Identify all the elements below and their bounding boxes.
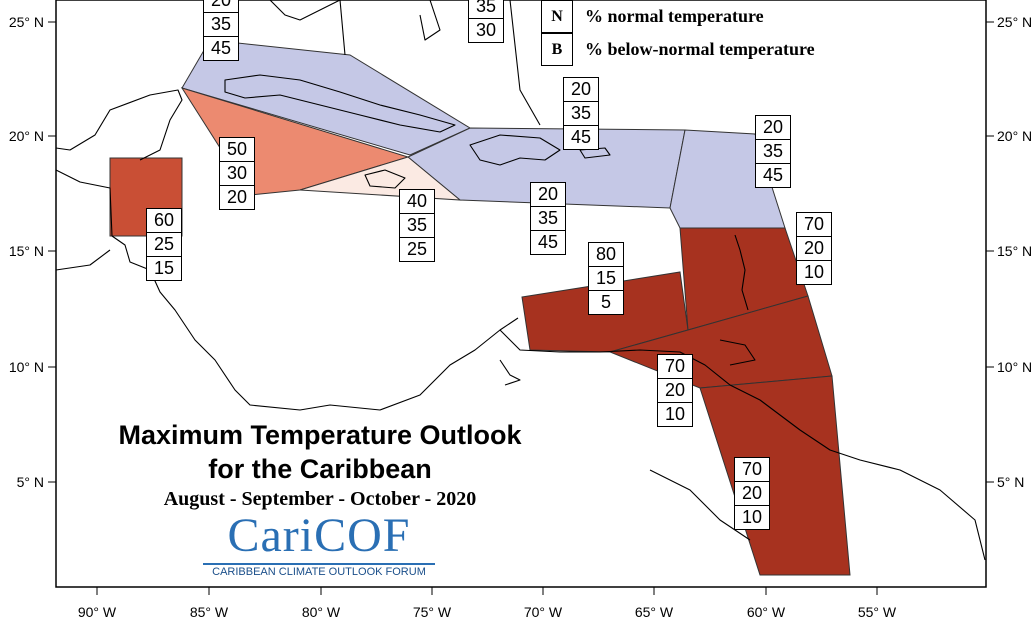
region-guianas (699, 375, 851, 576)
lat-label-left: 10° N (9, 359, 44, 375)
lat-label-left: 5° N (17, 474, 44, 490)
prob-below: 25 (406, 239, 428, 259)
map-title-line-2: for the Caribbean (208, 454, 432, 484)
prob-box-leeward-north: 20 35 45 (755, 115, 791, 188)
prob-box-abc-islands: 80 15 5 (588, 242, 624, 315)
prob-box-turks-caicos: 20 35 45 (563, 77, 599, 150)
prob-above: 70 (735, 458, 769, 482)
map-frame (55, 0, 987, 588)
legend-text-below: % below-normal temperature (585, 39, 815, 59)
prob-below: 10 (664, 404, 686, 424)
prob-normal: 35 (564, 102, 598, 126)
prob-below: 5 (600, 292, 611, 312)
lon-label: 90° W (78, 604, 117, 620)
prob-above: 60 (147, 209, 181, 233)
prob-below: 10 (741, 507, 763, 527)
map-subtitle-period: August - September - October - 2020 (163, 488, 477, 510)
prob-below: 10 (803, 262, 825, 282)
prob-normal: 35 (531, 207, 565, 231)
latitude-axis-right: 25° N 20° N 15° N 10° N 5° N (997, 14, 1032, 490)
prob-above: 20 (564, 78, 598, 102)
prob-normal: 35 (469, 0, 503, 19)
lon-label: 65° W (635, 604, 674, 620)
prob-box-belize: 60 25 15 (146, 208, 182, 281)
lat-label-left: 20° N (9, 128, 44, 144)
prob-above: 20 (531, 183, 565, 207)
prob-normal: 15 (589, 267, 623, 291)
logo-tagline: CARIBBEAN CLIMATE OUTLOOK FORUM (203, 563, 435, 578)
prob-above: 70 (658, 355, 692, 379)
lat-label-left: 25° N (9, 14, 44, 30)
longitude-axis: 90° W 85° W 80° W 75° W 70° W 65° W 60° W 55° W (78, 604, 897, 620)
prob-box-guianas: 70 20 10 (734, 457, 770, 530)
logo-wordmark: CariCOF (227, 509, 411, 562)
caricof-logo: CariCOF CARIBBEAN CLIMATE OUTLOOK FORUM (203, 512, 435, 578)
legend-key-normal: N (541, 0, 573, 33)
coastlines (55, 0, 986, 561)
prob-below: 15 (153, 258, 175, 278)
prob-normal: 20 (658, 379, 692, 403)
prob-below: 45 (537, 232, 559, 252)
lat-label-right: 25° N (997, 14, 1032, 30)
lat-label-right: 20° N (997, 128, 1032, 144)
prob-box-trinidad: 70 20 10 (657, 354, 693, 427)
legend-item-normal: N % normal temperature (541, 0, 815, 33)
prob-above: 20 (204, 0, 238, 13)
prob-below: 20 (226, 187, 248, 207)
lon-label: 80° W (302, 604, 341, 620)
legend-item-below: B % below-normal temperature (541, 33, 815, 66)
prob-normal: 30 (220, 162, 254, 186)
lat-label-right: 15° N (997, 243, 1032, 259)
prob-normal: 20 (735, 482, 769, 506)
lon-label: 70° W (524, 604, 563, 620)
lon-label: 75° W (413, 604, 452, 620)
prob-box-jamaica: 40 35 25 (399, 189, 435, 262)
lon-label: 85° W (190, 604, 229, 620)
lat-label-right: 10° N (997, 359, 1032, 375)
prob-above: 50 (220, 138, 254, 162)
prob-box-windward: 70 20 10 (796, 212, 832, 285)
prob-above: 80 (589, 243, 623, 267)
prob-below: 30 (475, 20, 497, 40)
prob-normal: 20 (797, 237, 831, 261)
prob-normal: 35 (756, 140, 790, 164)
legend: N % normal temperature B % below-normal … (541, 0, 815, 66)
prob-box-cayman: 50 30 20 (219, 137, 255, 210)
prob-box-bahamas-top: 35 30 (468, 0, 504, 43)
legend-text-normal: % normal temperature (585, 6, 764, 26)
prob-below: 45 (570, 127, 592, 147)
axis-ticks (48, 21, 994, 595)
prob-normal: 25 (147, 233, 181, 257)
prob-above: 70 (797, 213, 831, 237)
prob-above: 20 (756, 116, 790, 140)
lat-label-right: 5° N (997, 474, 1024, 490)
lon-label: 55° W (858, 604, 897, 620)
prob-box-florida-top: 20 35 45 (203, 0, 239, 61)
map-title-line-1: Maximum Temperature Outlook (118, 420, 522, 450)
prob-below: 45 (762, 165, 784, 185)
prob-normal: 35 (204, 13, 238, 37)
prob-above: 40 (400, 190, 434, 214)
prob-box-hispaniola: 20 35 45 (530, 182, 566, 255)
title-block: Maximum Temperature Outlook for the Cari… (60, 418, 580, 511)
lat-label-left: 15° N (9, 243, 44, 259)
prob-below: 45 (210, 38, 232, 58)
lon-label: 60° W (747, 604, 786, 620)
legend-key-below: B (541, 33, 573, 66)
prob-normal: 35 (400, 214, 434, 238)
latitude-axis-left: 25° N 20° N 15° N 10° N 5° N (9, 14, 44, 490)
